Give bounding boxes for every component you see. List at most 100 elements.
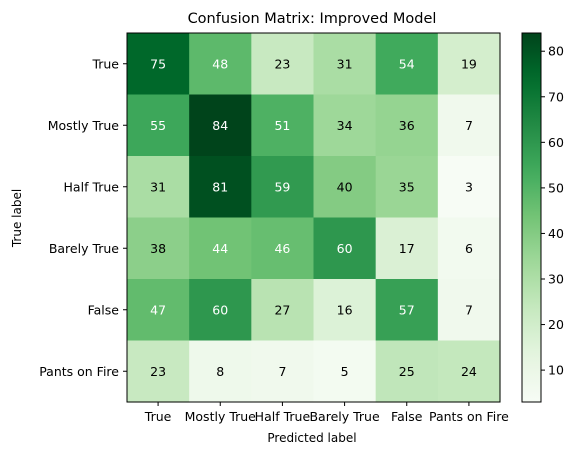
heatmap-cell	[251, 156, 315, 219]
heatmap-cell	[127, 340, 190, 403]
x-tick-label: Pants on Fire	[429, 409, 509, 424]
x-tick-label: Half True	[255, 409, 311, 424]
cell-value-label: 23	[150, 364, 166, 379]
cell-value-label: 57	[399, 302, 415, 317]
cell-value-label: 24	[461, 364, 477, 379]
cell-value-label: 7	[278, 364, 286, 379]
cell-value-label: 19	[461, 56, 477, 71]
heatmap-cell	[251, 279, 315, 342]
heatmap-cell	[375, 156, 439, 219]
heatmap-cell	[313, 217, 377, 280]
y-axis-label: True label	[10, 189, 24, 248]
cell-value-label: 84	[212, 118, 228, 133]
cell-value-label: 60	[212, 302, 228, 317]
cell-value-label: 40	[337, 179, 353, 194]
x-tick-label: Barely True	[309, 409, 379, 424]
cell-value-label: 55	[150, 118, 166, 133]
heatmap-cell	[189, 156, 252, 219]
cell-value-label: 81	[212, 179, 228, 194]
heatmap-cell	[437, 279, 501, 342]
heatmap-cell	[313, 156, 377, 219]
y-tick-label: False	[88, 302, 120, 317]
cell-value-label: 34	[337, 118, 353, 133]
plot-frame	[126, 32, 501, 403]
cell-value-label: 7	[465, 302, 473, 317]
cell-value-label: 27	[274, 302, 290, 317]
heatmap-cell	[437, 156, 501, 219]
y-tick-label: Half True	[64, 179, 120, 194]
cell-value-label: 7	[465, 118, 473, 133]
x-tick-label: True	[144, 409, 172, 424]
cell-value-label: 44	[212, 241, 228, 256]
cell-value-label: 46	[274, 241, 290, 256]
heatmap-cell	[375, 33, 439, 96]
colorbar	[521, 32, 542, 403]
x-axis-label: Predicted label	[267, 431, 356, 445]
heatmap-cell	[437, 94, 501, 157]
heatmap-cell	[437, 217, 501, 280]
heatmap-cell	[437, 340, 501, 403]
cell-value-label: 38	[150, 241, 166, 256]
cell-value-label: 48	[212, 56, 228, 71]
heatmap-cell	[127, 217, 190, 280]
x-tick-label: Mostly True	[185, 409, 257, 424]
y-tick-label: Mostly True	[48, 118, 120, 133]
heatmap-cell	[437, 33, 501, 96]
y-tick-label: True	[91, 56, 119, 71]
heatmap-cell	[375, 279, 439, 342]
cell-value-label: 8	[216, 364, 224, 379]
colorbar-tick-label: 30	[548, 272, 564, 287]
cell-value-label: 54	[399, 56, 415, 71]
heatmap-cell	[127, 33, 190, 96]
heatmap-cell	[189, 94, 252, 157]
heatmap-cell	[375, 94, 439, 157]
cell-value-label: 35	[399, 179, 415, 194]
cell-value-label: 75	[150, 56, 166, 71]
heatmap-cell	[251, 217, 315, 280]
colorbar-tick-label: 60	[548, 135, 564, 150]
heatmap-cell	[313, 94, 377, 157]
heatmap-cell	[313, 33, 377, 96]
colorbar-tick-label: 80	[548, 44, 564, 59]
cell-value-label: 17	[399, 241, 415, 256]
cell-value-label: 51	[274, 118, 290, 133]
colorbar-tick-label: 50	[548, 180, 564, 195]
heatmap-cell	[313, 279, 377, 342]
cell-value-label: 36	[399, 118, 415, 133]
cell-value-label: 60	[337, 241, 353, 256]
heatmap-cell	[375, 340, 439, 403]
cell-value-label: 6	[465, 241, 473, 256]
heatmap-cell	[189, 217, 252, 280]
cell-value-label: 31	[150, 179, 166, 194]
y-tick-label: Pants on Fire	[39, 364, 119, 379]
cell-value-label: 16	[337, 302, 353, 317]
heatmap-cell	[189, 279, 252, 342]
cell-value-label: 23	[274, 56, 290, 71]
colorbar-ticks: 10 20 30 40 50 60 70 80	[541, 44, 564, 378]
colorbar-tick-label: 10	[548, 363, 564, 378]
heatmap-cell	[189, 340, 252, 403]
y-tick-label: Barely True	[49, 241, 119, 256]
cell-value-label: 59	[274, 179, 290, 194]
y-axis-ticks: True Mostly True Half True Barely True False…	[39, 56, 127, 379]
colorbar-tick-label: 40	[548, 226, 564, 241]
cell-value-label: 5	[341, 364, 349, 379]
heatmap-cell	[189, 33, 252, 96]
colorbar-tick-label: 20	[548, 317, 564, 332]
heatmap-cell	[313, 340, 377, 403]
heatmap-cell	[251, 340, 315, 403]
x-tick-label: False	[391, 409, 423, 424]
cell-value-label: 31	[337, 56, 353, 71]
colorbar-tick-label: 70	[548, 89, 564, 104]
heatmap-cells	[127, 33, 501, 403]
chart-title: Confusion Matrix: Improved Model	[188, 11, 437, 27]
heatmap-cell	[251, 94, 315, 157]
heatmap-cell	[127, 156, 190, 219]
cell-value-label: 25	[399, 364, 415, 379]
heatmap-cell	[251, 33, 315, 96]
heatmap-cell	[127, 94, 190, 157]
cell-value-label: 3	[465, 179, 473, 194]
